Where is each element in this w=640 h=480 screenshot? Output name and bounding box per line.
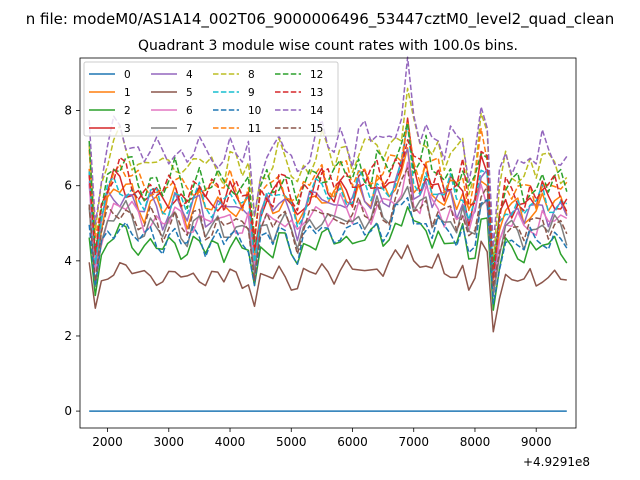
legend-label-4: 4: [186, 69, 193, 81]
y-tick-label: 8: [64, 104, 72, 118]
series-line-10: [88, 196, 568, 305]
chart-title: Quadrant 3 module wise count rates with …: [138, 38, 518, 54]
legend-label-2: 2: [124, 105, 131, 117]
x-tick-label: 6000: [337, 435, 368, 449]
legend-label-7: 7: [186, 123, 193, 135]
x-tick-label: 5000: [276, 435, 307, 449]
legend-label-10: 10: [248, 105, 261, 117]
y-axis: 0 2 4 6 8: [64, 104, 80, 418]
legend-box: [83, 61, 339, 137]
series-line-13: [88, 139, 568, 280]
x-axis: 2000 3000 4000 5000 6000 7000 8000 9000: [92, 428, 551, 449]
y-tick-label: 2: [64, 329, 72, 343]
x-tick-label: 7000: [398, 435, 429, 449]
legend-label-13: 13: [310, 87, 323, 99]
legend-label-8: 8: [248, 69, 255, 81]
legend-label-12: 12: [310, 69, 323, 81]
legend-label-5: 5: [186, 87, 193, 99]
legend-label-0: 0: [124, 69, 131, 81]
legend-label-3: 3: [124, 123, 131, 135]
series-lines: [88, 56, 568, 412]
legend-label-9: 9: [248, 87, 255, 99]
x-tick-label: 2000: [92, 435, 123, 449]
y-tick-label: 0: [64, 404, 72, 418]
x-tick-label: 3000: [154, 435, 185, 449]
legend-label-14: 14: [310, 105, 324, 117]
series-line-15: [88, 167, 568, 288]
series-line-5: [88, 240, 567, 333]
x-tick-label: 4000: [215, 435, 246, 449]
series-line-14: [88, 56, 568, 249]
plot-frame: [79, 57, 577, 429]
legend-label-6: 6: [186, 105, 193, 117]
x-tick-label: 9000: [521, 435, 552, 449]
figure-suptitle: n file: modeM0/AS1A14_002T06_9000006496_…: [26, 10, 615, 29]
y-tick-label: 4: [64, 254, 72, 268]
legend-label-15: 15: [310, 123, 323, 135]
y-tick-label: 6: [64, 179, 72, 193]
legend-label-1: 1: [124, 87, 131, 99]
x-offset-text: +4.9291e8: [523, 455, 590, 469]
legend-label-11: 11: [248, 123, 261, 135]
x-tick-label: 8000: [460, 435, 491, 449]
